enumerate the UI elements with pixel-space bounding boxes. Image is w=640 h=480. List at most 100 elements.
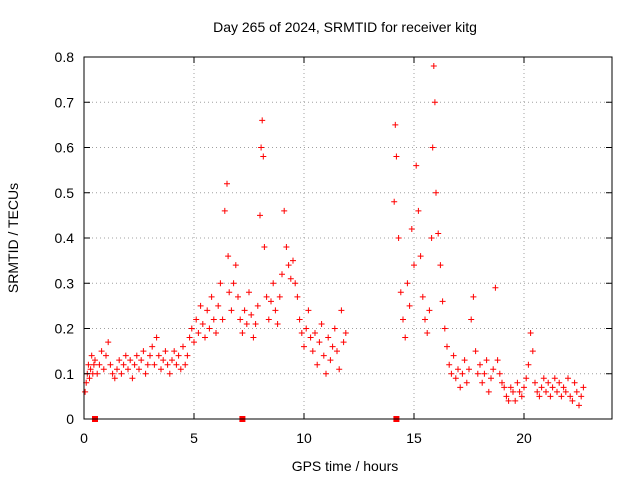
- x-tick-label: 5: [190, 430, 198, 446]
- data-point: [131, 361, 138, 368]
- data-point: [525, 361, 532, 368]
- data-point: [413, 162, 420, 169]
- data-point: [285, 262, 292, 269]
- data-point: [199, 320, 206, 327]
- data-point: [576, 402, 582, 409]
- data-point: [116, 357, 123, 364]
- data-point: [241, 307, 248, 314]
- data-point: [437, 262, 444, 269]
- data-point: [518, 393, 525, 400]
- data-point: [316, 339, 323, 346]
- data-point: [536, 393, 543, 400]
- data-point: [309, 348, 316, 355]
- data-point: [120, 361, 127, 368]
- x-axis-label: GPS time / hours: [292, 458, 399, 474]
- data-point: [556, 379, 563, 386]
- data-point: [393, 153, 400, 160]
- data-point: [571, 379, 578, 386]
- data-point: [114, 366, 120, 373]
- data-point: [232, 262, 239, 269]
- y-tick-label: 0.5: [55, 185, 75, 201]
- data-point: [415, 207, 422, 214]
- data-point: [459, 370, 466, 377]
- data-point: [329, 343, 336, 350]
- y-tick-label: 0.2: [55, 321, 75, 337]
- data-point: [158, 366, 164, 373]
- data-point: [452, 375, 459, 382]
- y-tick-label: 0.6: [55, 140, 75, 156]
- data-point: [237, 316, 244, 323]
- data-point: [142, 370, 149, 377]
- data-point: [86, 375, 93, 382]
- data-point: [164, 361, 171, 368]
- data-point: [254, 302, 261, 309]
- data-point: [221, 207, 228, 214]
- data-point: [193, 316, 200, 323]
- data-point: [246, 289, 252, 296]
- data-point: [534, 388, 541, 395]
- data-point: [439, 298, 446, 305]
- data-point: [175, 352, 182, 359]
- data-point: [490, 366, 497, 373]
- data-point: [494, 357, 501, 364]
- data-point: [186, 334, 193, 341]
- data-point: [195, 330, 202, 337]
- data-point: [323, 370, 329, 377]
- data-point: [455, 366, 461, 373]
- data-point: [184, 352, 191, 359]
- data-point: [477, 361, 483, 368]
- data-point: [226, 289, 233, 296]
- data-point: [395, 235, 402, 241]
- data-point: [461, 357, 468, 364]
- data-point: [239, 330, 246, 337]
- data-point: [523, 375, 530, 382]
- data-point: [435, 230, 442, 237]
- data-point: [565, 375, 571, 382]
- data-point: [219, 316, 226, 323]
- data-point: [230, 280, 237, 287]
- data-point: [260, 153, 267, 160]
- data-point: [217, 280, 224, 287]
- data-point: [307, 334, 314, 341]
- data-point: [118, 370, 125, 377]
- data-point: [215, 302, 222, 309]
- data-points: [82, 63, 587, 409]
- data-point: [265, 316, 272, 323]
- data-point: [327, 357, 334, 364]
- data-point: [551, 375, 558, 382]
- data-point: [540, 375, 547, 382]
- data-point: [325, 334, 332, 341]
- data-point: [466, 366, 472, 373]
- data-point: [342, 330, 349, 337]
- data-point: [281, 207, 288, 214]
- data-point: [301, 343, 307, 350]
- data-point: [538, 384, 545, 391]
- data-point: [166, 370, 173, 377]
- data-point: [191, 339, 197, 346]
- data-point: [331, 325, 338, 332]
- data-point: [549, 384, 556, 391]
- data-point: [109, 370, 116, 377]
- data-point: [514, 379, 521, 386]
- y-tick-label: 0.4: [55, 230, 75, 246]
- data-point: [261, 244, 268, 251]
- data-point: [171, 348, 178, 355]
- data-point: [470, 293, 477, 300]
- data-point: [408, 225, 415, 232]
- data-point: [105, 339, 112, 346]
- data-point: [547, 393, 554, 400]
- data-point: [560, 384, 567, 391]
- data-point: [206, 325, 213, 332]
- data-point: [558, 393, 565, 400]
- x-axis-ticks: 0 5 10 15 20: [80, 57, 532, 446]
- data-point: [111, 375, 118, 382]
- data-point: [529, 348, 536, 355]
- data-point: [318, 320, 325, 327]
- data-point: [507, 384, 514, 391]
- data-point: [129, 375, 136, 382]
- data-point: [417, 253, 424, 260]
- data-point: [162, 348, 169, 355]
- data-point: [543, 388, 549, 395]
- data-point: [512, 397, 519, 404]
- data-point: [197, 302, 204, 309]
